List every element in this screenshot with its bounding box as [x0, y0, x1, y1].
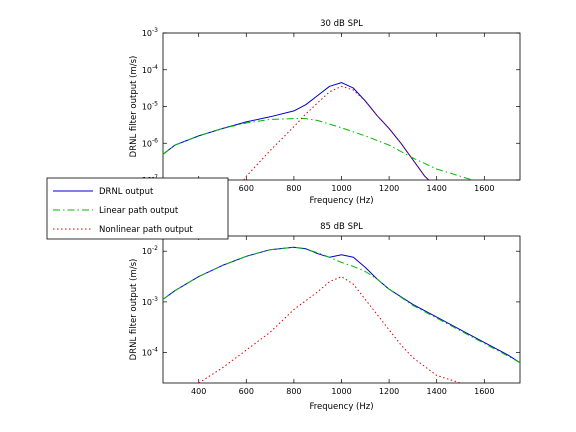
y-tick-label: 10-4: [142, 347, 158, 358]
y-axis-label-85db: DRNL filter output (m/s): [129, 259, 139, 361]
plot-area-30db: [162, 32, 521, 181]
plot-title-85db: 85 dB SPL: [320, 222, 363, 232]
axis-ticks-85db: 400 600 800 1000 1200 1400 1600 10-4 10-3 10-2: [142, 236, 520, 396]
series-line-linear-path-output: [163, 246, 520, 364]
x-tick-label: 1000: [331, 387, 351, 396]
x-tick-label: 1400: [427, 184, 447, 193]
y-tick-label: 10-3: [142, 296, 158, 307]
x-tick-label: 1200: [379, 387, 399, 396]
x-tick-label: 800: [286, 184, 301, 193]
y-tick-label: 10-4: [142, 64, 158, 75]
y-tick-label: 10-6: [142, 137, 158, 148]
x-axis-label-30db: Frequency (Hz): [309, 196, 373, 206]
y-tick-label: 10-5: [142, 101, 158, 112]
x-axis-label-85db: Frequency (Hz): [309, 402, 373, 412]
legend: DRNL output Linear path output Nonlinear…: [46, 177, 229, 240]
x-tick-label: 600: [239, 387, 254, 396]
legend-label-nonlinear: Nonlinear path output: [99, 225, 193, 235]
series-line-nonlinear-path-output: [243, 85, 430, 180]
x-tick-label: 800: [286, 387, 301, 396]
legend-label-linear: Linear path output: [99, 206, 179, 216]
panel-85db: 85 dB SPL Frequency (Hz) DRNL filter out…: [129, 222, 521, 412]
plot-title-30db: 30 dB SPL: [320, 19, 363, 29]
y-tick-label: 10-3: [142, 27, 158, 38]
x-tick-label: 600: [239, 184, 254, 193]
series-lines-85db: [163, 246, 520, 383]
y-tick-label: 10-2: [142, 245, 158, 256]
series-line-linear-path-output: [163, 118, 475, 180]
series-lines-30db: [163, 82, 475, 180]
x-tick-label: 1600: [474, 184, 494, 193]
series-line-nonlinear-path-output: [198, 276, 462, 383]
x-tick-label: 1200: [379, 184, 399, 193]
panel-30db: 30 dB SPL Frequency (Hz) DRNL filter out…: [129, 19, 521, 206]
legend-label-drnl: DRNL output: [99, 187, 154, 197]
series-line-drnl-output: [163, 82, 430, 180]
axis-ticks-30db: 400600800100012001400160010-710-610-510-…: [142, 27, 520, 193]
x-tick-label: 1600: [474, 387, 494, 396]
x-tick-label: 1400: [427, 387, 447, 396]
y-axis-label-30db: DRNL filter output (m/s): [129, 56, 139, 158]
x-tick-label: 400: [191, 387, 206, 396]
x-tick-label: 1000: [331, 184, 351, 193]
plot-area-85db: [162, 235, 521, 384]
